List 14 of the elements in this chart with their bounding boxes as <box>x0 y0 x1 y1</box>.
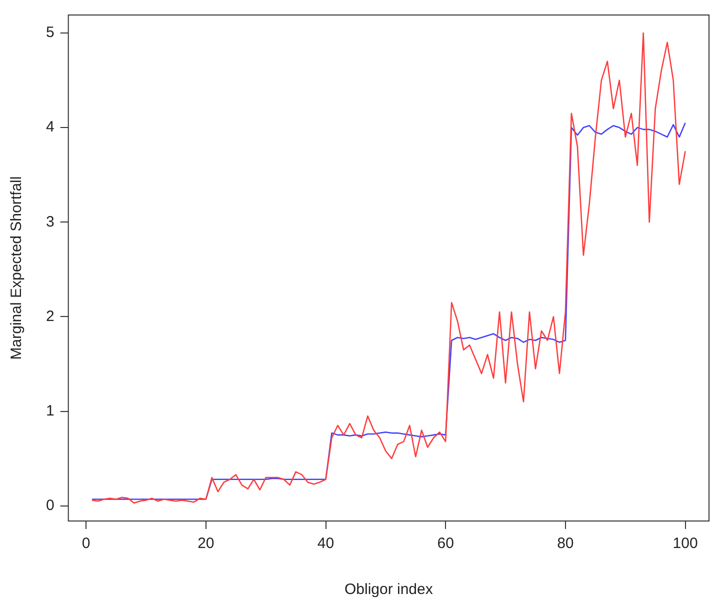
y-tick-label: 3 <box>46 213 54 230</box>
x-tick-label: 100 <box>672 535 698 552</box>
y-tick-label: 2 <box>46 308 54 325</box>
x-tick-label: 0 <box>82 535 90 552</box>
x-tick-label: 80 <box>557 535 574 552</box>
x-tick-label: 20 <box>198 535 214 552</box>
y-tick-label: 1 <box>46 402 54 420</box>
y-tick-label: 4 <box>46 118 54 136</box>
y-axis-title: Marginal Expected Shortfall <box>8 176 26 360</box>
y-tick-label: 5 <box>46 24 54 42</box>
x-tick-label: 40 <box>317 535 334 552</box>
x-tick-label: 60 <box>437 535 454 552</box>
y-tick-label: 0 <box>46 497 54 514</box>
x-axis-title: Obligor index <box>344 581 434 598</box>
